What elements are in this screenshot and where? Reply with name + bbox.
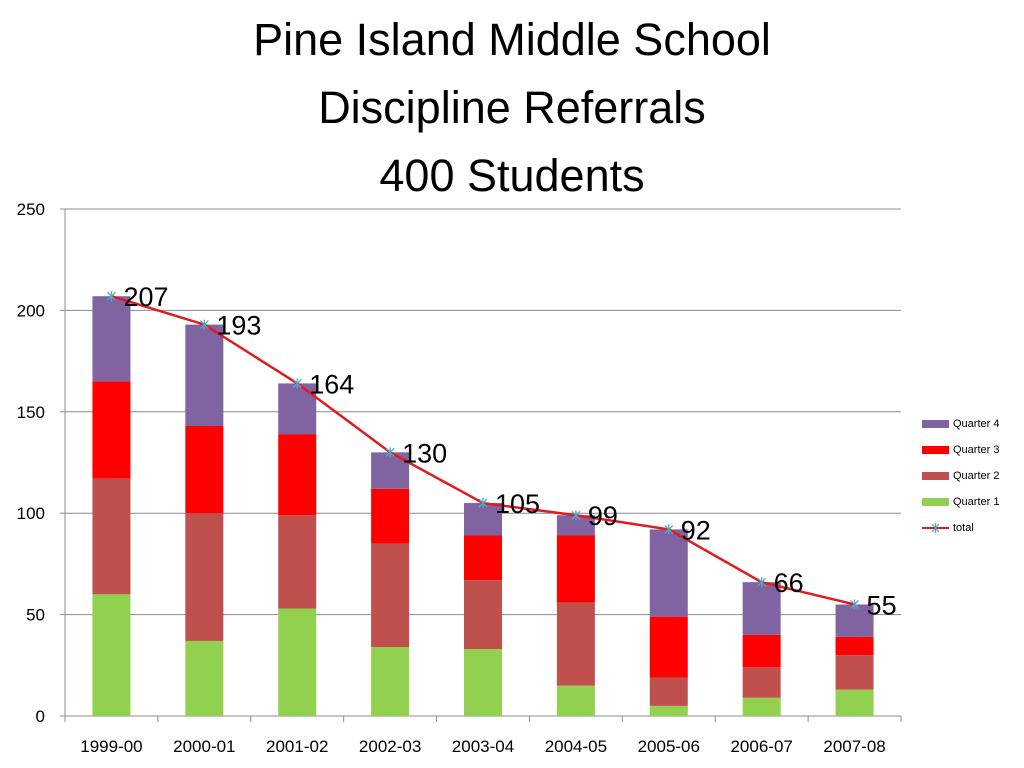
bar-quarter-4-2005-06 bbox=[649, 529, 688, 617]
marker-total-2001-02 bbox=[292, 378, 302, 389]
bar-quarter-1-2001-02 bbox=[278, 608, 317, 716]
bar-quarter-2-1999-00 bbox=[92, 478, 131, 595]
x-tick-label: 2007-08 bbox=[823, 737, 885, 756]
bar-quarter-1-2003-04 bbox=[464, 649, 502, 716]
data-label-total: 130 bbox=[402, 438, 447, 468]
bar-quarter-3-2005-06 bbox=[649, 616, 688, 678]
data-label-total: 92 bbox=[681, 515, 711, 545]
bar-quarter-2-2002-03 bbox=[371, 543, 410, 648]
bar-quarter-2-2004-05 bbox=[556, 602, 595, 686]
chart-title: Pine Island Middle School Discipline Ref… bbox=[0, 6, 1024, 210]
bar-quarter-4-1999-00 bbox=[92, 296, 131, 382]
x-tick-label: 2002-03 bbox=[359, 737, 421, 756]
x-tick-label: 2004-05 bbox=[545, 737, 607, 756]
data-label-total: 55 bbox=[867, 590, 897, 620]
legend-item-quarter-4: Quarter 4 bbox=[922, 414, 999, 434]
data-label-total: 164 bbox=[309, 369, 354, 399]
bar-quarter-2-2006-07 bbox=[742, 667, 781, 698]
legend-label-quarter-2: Quarter 2 bbox=[953, 470, 1000, 482]
marker-total-2004-05 bbox=[571, 510, 581, 521]
marker-total-2005-06 bbox=[664, 524, 674, 535]
y-tick-label: 50 bbox=[26, 606, 45, 625]
y-tick-label: 200 bbox=[17, 301, 45, 320]
data-label-total: 105 bbox=[495, 489, 540, 519]
marker-total-2003-04 bbox=[478, 498, 488, 509]
x-tick-label: 2001-02 bbox=[266, 737, 328, 756]
legend-label-quarter-1: Quarter 1 bbox=[953, 496, 1000, 508]
bar-quarter-1-2002-03 bbox=[371, 647, 410, 716]
bar-quarter-3-2002-03 bbox=[371, 488, 410, 544]
x-tick-label: 2003-04 bbox=[452, 737, 514, 756]
legend-swatch-quarter-1 bbox=[922, 498, 949, 506]
x-tick-label: 1999-00 bbox=[80, 737, 142, 756]
bar-quarter-3-2007-08 bbox=[835, 636, 874, 656]
bar-quarter-1-1999-00 bbox=[92, 594, 131, 716]
legend-item-total: total bbox=[922, 518, 974, 538]
legend-label-quarter-4: Quarter 4 bbox=[953, 418, 1000, 430]
marker-total-2007-08 bbox=[850, 599, 860, 610]
y-tick-label: 250 bbox=[17, 200, 45, 219]
bar-quarter-3-2006-07 bbox=[742, 634, 781, 668]
data-label-total: 99 bbox=[588, 501, 618, 531]
chart-title-line-3: 400 Students bbox=[379, 150, 645, 201]
bar-quarter-4-2004-05 bbox=[556, 515, 595, 536]
bar-quarter-2-2005-06 bbox=[649, 677, 688, 706]
legend-line-total bbox=[922, 522, 949, 534]
marker-total-1999-00 bbox=[106, 291, 116, 302]
y-tick-label: 150 bbox=[17, 403, 45, 422]
legend-item-quarter-3: Quarter 3 bbox=[922, 440, 999, 460]
x-tick-label: 2006-07 bbox=[730, 737, 792, 756]
bar-quarter-3-2003-04 bbox=[464, 535, 502, 581]
legend-swatch-quarter-4 bbox=[922, 420, 949, 428]
bar-quarter-3-2000-01 bbox=[185, 425, 224, 514]
bar-quarter-1-2007-08 bbox=[835, 689, 874, 716]
marker-total-2000-01 bbox=[199, 319, 209, 330]
bar-quarter-1-2004-05 bbox=[556, 685, 595, 716]
bar-quarter-4-2006-07 bbox=[742, 582, 781, 635]
legend-swatch-quarter-2 bbox=[922, 472, 949, 480]
legend-label-quarter-3: Quarter 3 bbox=[953, 444, 1000, 456]
bar-quarter-1-2000-01 bbox=[185, 640, 224, 716]
bar-quarter-3-1999-00 bbox=[92, 381, 131, 479]
x-tick-label: 2000-01 bbox=[173, 737, 235, 756]
data-label-total: 193 bbox=[216, 311, 261, 341]
chart-title-line-2: Discipline Referrals bbox=[318, 82, 706, 133]
legend-item-quarter-1: Quarter 1 bbox=[922, 492, 999, 512]
y-tick-label: 100 bbox=[17, 504, 45, 523]
x-tick-label: 2005-06 bbox=[638, 737, 700, 756]
bar-quarter-2-2000-01 bbox=[185, 513, 224, 641]
chart-title-line-1: Pine Island Middle School bbox=[253, 14, 771, 65]
bar-quarter-2-2003-04 bbox=[464, 580, 502, 650]
bar-quarter-1-2005-06 bbox=[649, 705, 688, 716]
bar-quarter-4-2003-04 bbox=[464, 503, 502, 536]
legend-swatch-quarter-3 bbox=[922, 446, 949, 454]
data-label-total: 66 bbox=[774, 568, 804, 598]
legend-item-quarter-2: Quarter 2 bbox=[922, 466, 999, 486]
bar-quarter-4-2000-01 bbox=[185, 324, 224, 426]
bar-quarter-2-2007-08 bbox=[835, 655, 874, 690]
bar-quarter-3-2001-02 bbox=[278, 434, 317, 516]
marker-total-2002-03 bbox=[385, 447, 395, 458]
marker-total-2006-07 bbox=[757, 577, 767, 588]
y-tick-label: 0 bbox=[36, 707, 45, 726]
data-label-total: 207 bbox=[123, 282, 168, 312]
bar-quarter-2-2001-02 bbox=[278, 515, 317, 609]
legend-label-total: total bbox=[953, 522, 974, 534]
bar-quarter-3-2004-05 bbox=[556, 535, 595, 603]
bar-quarter-4-2007-08 bbox=[835, 604, 874, 637]
bar-quarter-1-2006-07 bbox=[742, 697, 781, 716]
